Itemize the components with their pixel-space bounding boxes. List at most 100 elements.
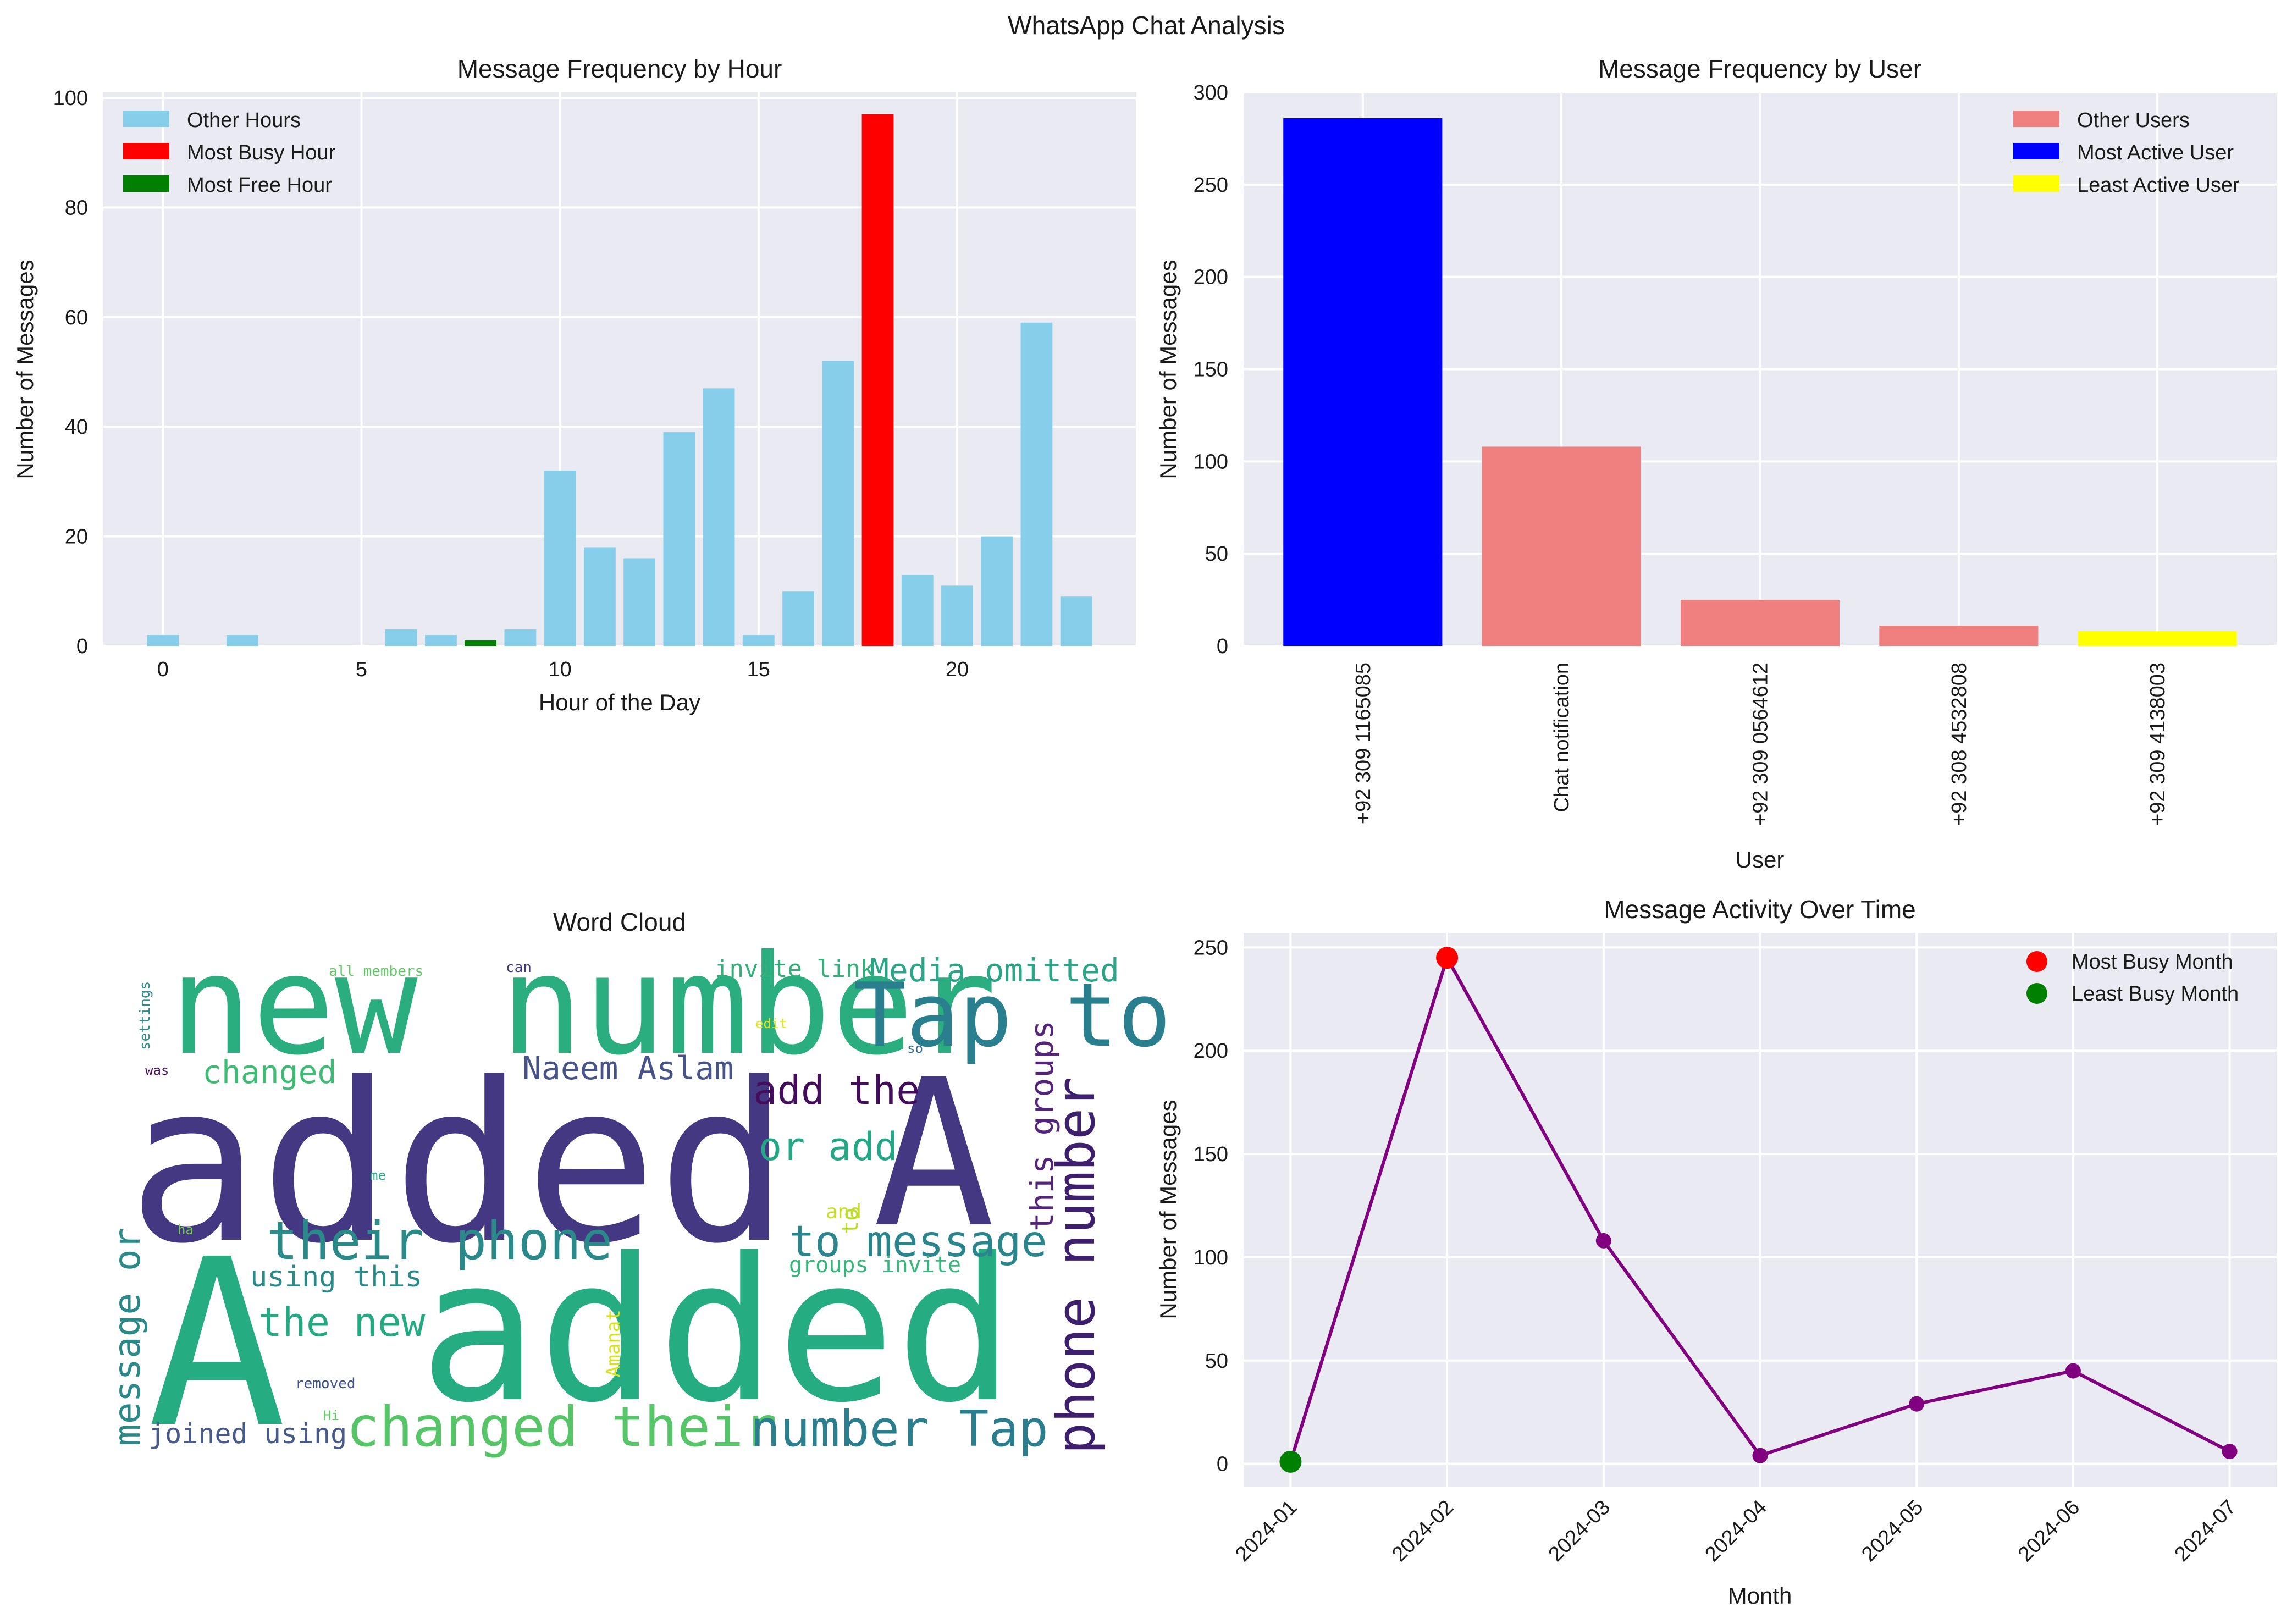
wordcloud-word: joined using <box>148 1418 347 1450</box>
wordcloud-word: phone number <box>1046 1077 1107 1454</box>
user-y-tick-label: 300 <box>1194 81 1228 104</box>
hour-bar <box>1020 322 1053 646</box>
hour-gridlines <box>103 92 1136 647</box>
hour-bar <box>782 591 814 646</box>
wordcloud-word: or add <box>759 1124 898 1169</box>
user-x-label: User <box>1736 847 1785 872</box>
time-point <box>1752 1448 1768 1463</box>
user-bar-least-active <box>2078 631 2237 646</box>
time-gridlines <box>1244 933 2277 1487</box>
user-legend-label-max: Most Active User <box>2077 141 2234 164</box>
hour-plot-area <box>103 92 1136 646</box>
hour-y-ticks: 0 20 40 60 80 100 <box>53 87 88 658</box>
user-legend-swatch-min <box>2013 175 2059 192</box>
user-legend-label-other: Other Users <box>2077 109 2190 132</box>
wordcloud-word: to message <box>789 1217 1047 1267</box>
user-y-tick-label: 200 <box>1194 266 1228 289</box>
wordcloud-word: added <box>128 1036 789 1292</box>
wordcloud-word: Naeem Aslam <box>522 1049 733 1087</box>
wordcloud-word: Media omitted <box>870 952 1119 989</box>
wordcloud-word: add the <box>753 1067 920 1113</box>
user-x-tick-label: Chat notification <box>1550 662 1573 813</box>
hour-y-tick-label: 80 <box>65 196 88 219</box>
wordcloud-word: number Tap <box>750 1400 1048 1458</box>
hour-y-tick-label: 20 <box>65 526 88 549</box>
wordcloud-word: ha <box>178 1222 194 1238</box>
user-x-ticks: +92 309 1165085 Chat notification +92 309 … <box>1352 662 2169 826</box>
user-y-ticks: 0 50 100 150 200 250 300 <box>1194 81 1228 658</box>
time-point <box>1909 1396 1925 1412</box>
hour-bar <box>901 575 934 646</box>
hour-bar <box>822 361 854 646</box>
time-point <box>2065 1363 2081 1379</box>
user-bar <box>1482 446 1641 646</box>
wordcloud-word: A <box>872 1036 995 1273</box>
wordcloud-word: Tap to <box>853 964 1171 1067</box>
wordcloud-word: their phone <box>267 1211 612 1272</box>
time-chart-title: Message Activity Over Time <box>1604 895 1916 924</box>
hour-x-tick-label: 5 <box>356 658 367 681</box>
hour-bar <box>623 558 656 646</box>
user-x-tick-label: +92 309 4138003 <box>2146 662 2169 826</box>
time-y-tick-label: 50 <box>1205 1350 1228 1373</box>
time-legend-marker-min <box>2026 983 2047 1004</box>
time-y-tick-label: 100 <box>1194 1246 1228 1269</box>
hour-y-tick-label: 60 <box>65 306 88 329</box>
user-x-tick-label: +92 309 0564612 <box>1749 662 1772 826</box>
hour-x-tick-label: 15 <box>747 658 770 681</box>
time-y-ticks: 0 50 100 150 200 250 <box>1194 936 1228 1476</box>
wordcloud-word: the new <box>258 1299 426 1345</box>
hour-bar-most-free <box>465 640 497 646</box>
wordcloud-word: changed their <box>346 1395 777 1459</box>
time-y-tick-label: 150 <box>1194 1143 1228 1166</box>
hour-legend-label-min: Most Free Hour <box>187 174 332 197</box>
wordcloud-word: was <box>145 1063 169 1078</box>
time-legend-label-max: Most Busy Month <box>2072 951 2233 974</box>
hour-bar-most-busy <box>861 114 894 646</box>
user-y-tick-label: 250 <box>1194 174 1228 197</box>
hour-bars <box>147 114 1092 646</box>
wordcloud-word: removed <box>295 1376 356 1392</box>
user-bars <box>1283 118 2237 646</box>
time-x-label: Month <box>1728 1583 1792 1609</box>
wordcloud-title: Word Cloud <box>553 908 686 936</box>
user-legend-label-min: Least Active User <box>2077 174 2240 197</box>
wordcloud-word: added <box>419 1216 1015 1446</box>
time-legend: Most Busy Month Least Busy Month <box>2026 951 2239 1006</box>
hour-legend-swatch-max <box>123 143 169 159</box>
hour-x-tick-label: 20 <box>946 658 969 681</box>
user-y-tick-label: 100 <box>1194 450 1228 473</box>
hour-x-tick-label: 0 <box>157 658 169 681</box>
hour-legend-label-max: Most Busy Hour <box>187 141 336 164</box>
user-legend-swatch-other <box>2013 111 2059 127</box>
hour-bar <box>425 635 457 646</box>
hour-bar <box>981 536 1013 646</box>
hour-bar <box>385 629 417 646</box>
hour-bar <box>226 635 258 646</box>
wordcloud-word: using this <box>250 1261 422 1294</box>
wordcloud-word: and <box>826 1201 861 1223</box>
hour-y-tick-label: 40 <box>65 416 88 439</box>
time-point-most-busy <box>1436 947 1459 969</box>
hour-legend-swatch-other <box>123 111 169 127</box>
hour-bar <box>1060 596 1092 646</box>
time-y-label: Number of Messages <box>1155 1100 1181 1319</box>
time-point <box>2222 1444 2238 1460</box>
user-x-tick-label: +92 308 4532808 <box>1948 662 1971 826</box>
hour-y-tick-label: 100 <box>53 87 88 110</box>
hour-x-tick-label: 10 <box>549 658 572 681</box>
figure-title: WhatsApp Chat Analysis <box>1008 11 1285 40</box>
user-chart: +92 309 1165085 Chat notification +92 309 … <box>1155 54 2277 872</box>
user-y-label: Number of Messages <box>1155 259 1181 479</box>
wordcloud-word: settings <box>137 981 153 1050</box>
wordcloud-word: Amanat <box>603 1310 625 1377</box>
user-bar <box>1680 600 1840 646</box>
hour-bar <box>663 432 695 646</box>
user-legend-swatch-max <box>2013 143 2059 159</box>
user-bar <box>1879 626 2039 646</box>
hour-chart: 0 5 10 15 20 0 20 40 60 80 100 Message Frequency … <box>12 54 1136 715</box>
hour-y-tick-label: 0 <box>76 635 88 658</box>
hour-x-label: Hour of the Day <box>539 689 700 715</box>
